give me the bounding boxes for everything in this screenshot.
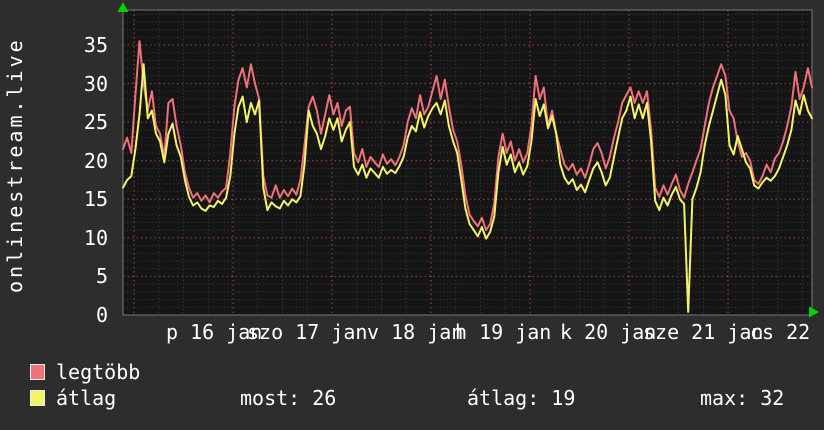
arrow-up-icon: [117, 2, 129, 12]
stat-most: most: 26: [240, 386, 337, 410]
x-label-thu-22: cs 22 jan: [750, 320, 824, 344]
y-tick-0: 0: [95, 303, 108, 327]
y-tick-20: 20: [83, 149, 108, 173]
x-label-fri-16: p 16 jan: [166, 320, 263, 344]
stat-max: max: 32: [700, 386, 785, 410]
x-label-sun-18: v 18 jan: [367, 320, 464, 344]
y-tick-15: 15: [83, 187, 108, 211]
y-tick-30: 30: [83, 72, 108, 96]
vertical-axis-title: onlinestream.live: [3, 37, 27, 293]
legend-swatch-atlag: [30, 390, 45, 406]
y-tick-25: 25: [83, 110, 108, 134]
y-tick-35: 35: [83, 33, 108, 57]
stat-atlag: átlag: 19: [467, 386, 576, 410]
legend-swatch-legtobb: [30, 364, 45, 380]
x-label-mon-19: h 19 jan: [455, 320, 552, 344]
legend-label-atlag: átlag: [56, 386, 117, 410]
arrow-right-icon: [809, 306, 819, 318]
x-label-wed-21: sze 21 jan: [643, 320, 764, 344]
x-label-sat-17: szo 17 jan: [247, 320, 368, 344]
chart-plot: [117, 2, 819, 318]
y-tick-10: 10: [83, 226, 108, 250]
y-tick-5: 5: [95, 264, 108, 288]
x-label-tue-20: k 20 jan: [560, 320, 657, 344]
legend-label-legtobb: legtöbb: [56, 360, 141, 384]
